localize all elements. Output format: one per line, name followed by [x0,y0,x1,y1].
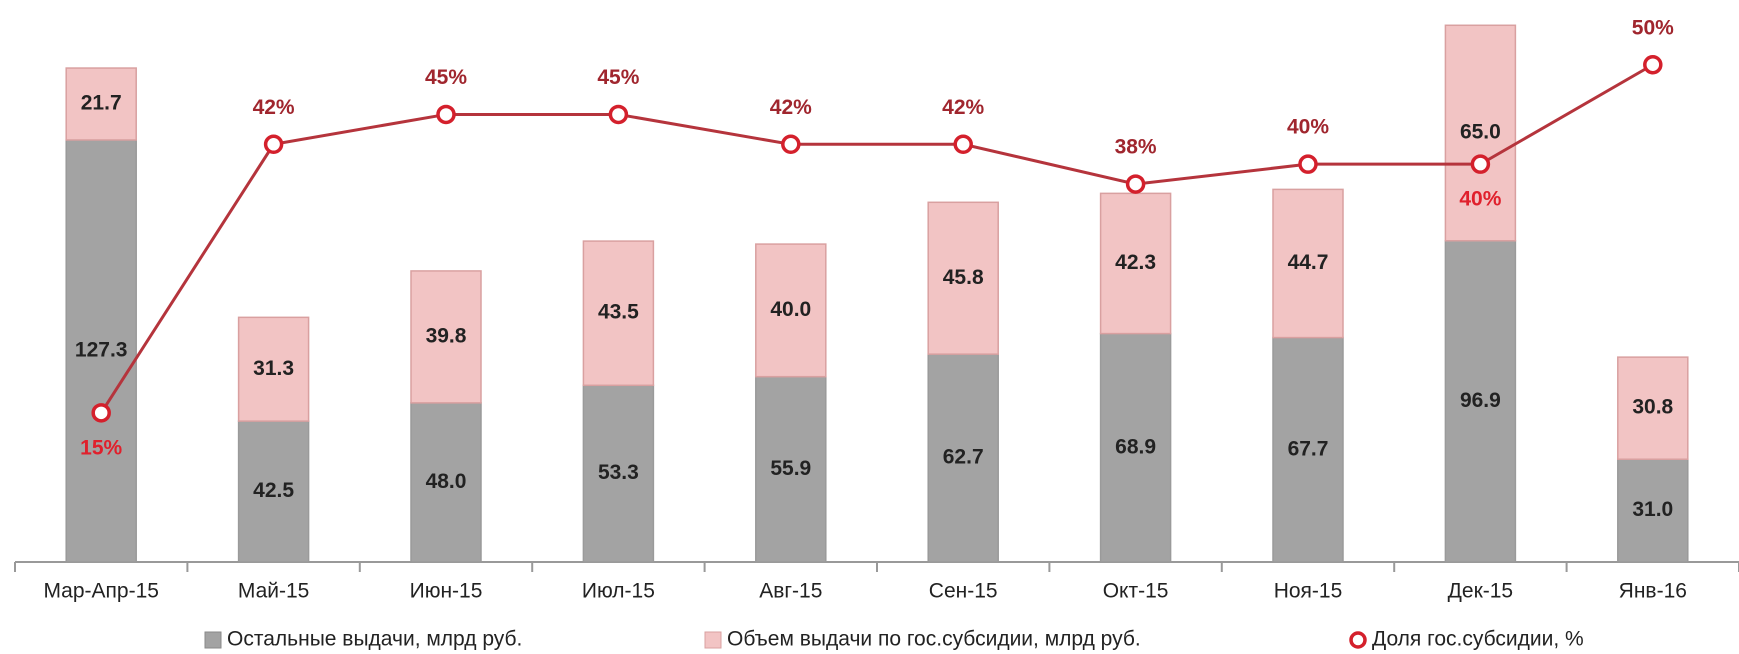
line-value-label: 42% [770,96,812,119]
bar-segment [410,402,482,563]
bar-segment [1272,188,1344,339]
bar-value-label: 42.5 [253,479,294,502]
x-tick-label: Мар-Апр-15 [43,580,159,603]
line-value-label: 40% [1459,188,1501,211]
bar-segment [1444,24,1517,242]
bar-value-label: 39.8 [426,324,467,347]
line-value-label: 15% [80,436,122,459]
bar-segment [410,270,482,404]
line [99,63,1654,414]
bar-value-label: 40.0 [770,298,811,321]
bar-segment [1099,332,1172,563]
line-marker [1125,174,1146,194]
x-tick-label: Июл-15 [582,580,655,603]
bar-segment [65,67,137,141]
x-tick-label: Сен-15 [929,580,998,603]
bar-segment [65,139,137,563]
bar-value-label: 42.3 [1115,251,1156,274]
legend-label: Остальные выдачи, млрд руб. [227,628,522,651]
bar-segment [927,353,999,563]
legend-label: Объем выдачи по гос.субсидии, млрд руб. [727,628,1141,651]
line-value-label: 38% [1115,136,1157,159]
bar-value-label: 62.7 [943,446,984,469]
bar-value-label: 68.9 [1115,435,1156,458]
line-marker [608,104,629,125]
line-value-label: 50% [1632,16,1674,39]
bar-segment [755,243,827,378]
line-value-label: 45% [597,66,639,89]
bar-value-label: 31.0 [1632,498,1673,521]
line-value-label: 40% [1287,116,1329,139]
legend-marker [704,631,722,649]
x-tick-label: Авг-15 [759,580,822,603]
bar-value-label: 43.5 [598,301,639,324]
bar-value-label: 31.3 [253,357,294,380]
line-marker [91,403,111,423]
bar-segment [237,316,310,422]
line-marker [781,134,801,155]
bar-segment [927,201,999,355]
legend-label: Доля гос.субсидии, % [1372,628,1584,651]
line-marker [1298,154,1318,174]
x-tick-label: Окт-15 [1103,580,1169,603]
legend-marker [1349,631,1367,649]
x-tick-label: Янв-16 [1619,580,1687,603]
x-tick-label: Июн-15 [410,580,483,603]
bar-value-label: 21.7 [81,92,122,115]
line-marker [1470,154,1491,174]
bar-value-label: 67.7 [1288,437,1329,460]
bar-value-label: 96.9 [1460,389,1501,412]
bar-value-label: 48.0 [426,470,467,493]
bar-segment [1617,458,1689,563]
bar-segment [582,240,655,387]
bar-value-label: 44.7 [1288,251,1329,274]
line-value-label: 42% [942,96,984,119]
bar-value-label: 127.3 [75,339,128,362]
x-tick-label: Дек-15 [1448,580,1513,603]
bar-value-label: 65.0 [1460,121,1501,144]
line-marker [263,134,284,155]
line-marker [953,134,973,155]
bar-value-label: 53.3 [598,461,639,484]
bar-value-label: 55.9 [770,457,811,480]
bar-value-label: 30.8 [1632,396,1673,419]
bar-value-label: 45.8 [943,266,984,289]
legend-marker [204,631,222,649]
bar-segment [1617,356,1689,460]
line-marker [436,104,456,125]
x-tick-label: Май-15 [238,580,310,603]
x-tick-label: Ноя-15 [1274,580,1343,603]
bar-segment [755,375,827,563]
bar-segment [1272,336,1344,563]
line-value-label: 45% [425,66,467,89]
line-value-label: 42% [253,96,295,119]
line-marker [1643,54,1663,75]
bar-segment [237,420,310,563]
